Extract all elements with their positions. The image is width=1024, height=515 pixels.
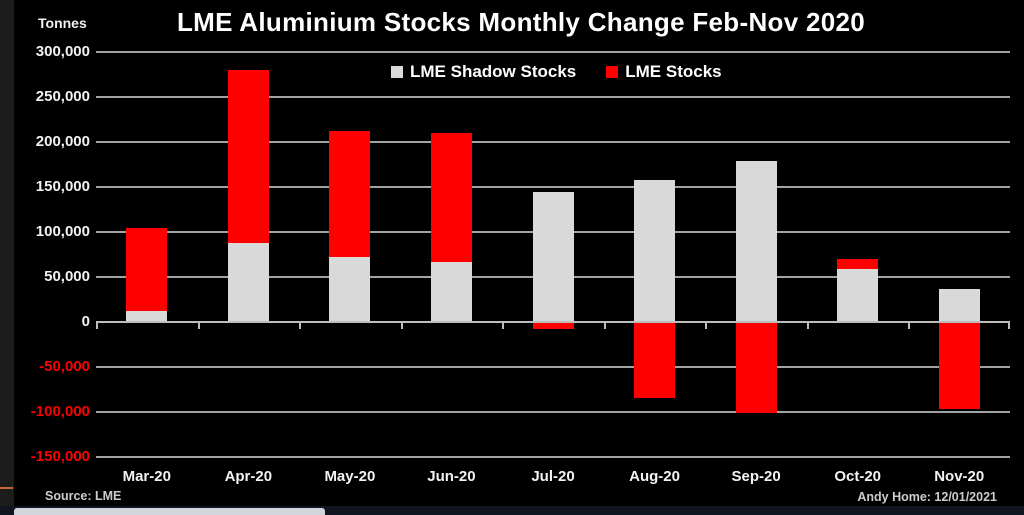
bar-mar-20-shadow-stocks (126, 311, 168, 322)
x-axis-tick (197, 322, 200, 329)
plot-area (96, 51, 1010, 458)
y-axis-title: Tonnes (38, 15, 87, 31)
x-label-nov-20: Nov-20 (934, 468, 985, 485)
x-label-jun-20: Jun-20 (427, 468, 476, 485)
bar-jun-20-lme-stocks (430, 133, 472, 262)
x-axis-tick (96, 322, 98, 329)
bar-may-20-shadow-stocks (329, 257, 371, 322)
gridline (96, 456, 1010, 458)
gridline (96, 366, 1010, 368)
y-tick-label: -100,000 (30, 403, 90, 420)
gridline (96, 51, 1010, 53)
x-label-may-20: May-20 (324, 468, 376, 485)
bar-sep-20-lme-stocks (735, 323, 777, 413)
bar-oct-20-lme-stocks (837, 259, 879, 269)
legend-label-lme-stocks: LME Stocks (625, 62, 722, 81)
y-tick-label: 250,000 (35, 88, 90, 105)
legend-item-lme-stocks: LME Stocks (606, 62, 722, 82)
x-axis-tick (806, 322, 809, 329)
y-tick-label: -50,000 (39, 358, 90, 375)
x-axis-tick (908, 322, 911, 329)
gridline (96, 141, 1010, 143)
x-axis-tick (502, 322, 505, 329)
y-tick-label: 200,000 (35, 133, 90, 150)
source-label: Source: LME (45, 489, 122, 503)
y-tick-label: 0 (81, 313, 90, 330)
bar-jul-20-lme-stocks (532, 323, 574, 330)
bar-jul-20-shadow-stocks (532, 191, 574, 322)
bar-aug-20-shadow-stocks (634, 179, 676, 322)
bar-nov-20-shadow-stocks (938, 288, 980, 322)
bar-apr-20-lme-stocks (227, 70, 269, 243)
bar-sep-20-shadow-stocks (735, 160, 777, 322)
legend-item-shadow-stocks: LME Shadow Stocks (391, 62, 576, 82)
x-label-mar-20: Mar-20 (122, 468, 171, 485)
legend-label-shadow-stocks: LME Shadow Stocks (410, 62, 577, 81)
bar-aug-20-lme-stocks (634, 323, 676, 398)
gridline (96, 96, 1010, 98)
y-tick-label: 150,000 (35, 178, 90, 195)
gutter-accent-bar (0, 487, 13, 489)
left-gutter (0, 0, 14, 515)
gridline (96, 186, 1010, 188)
bar-may-20-lme-stocks (329, 131, 371, 258)
bar-nov-20-lme-stocks (938, 323, 980, 409)
bar-mar-20-lme-stocks (126, 227, 168, 312)
y-tick-label: 100,000 (35, 223, 90, 240)
x-axis-tick (299, 322, 302, 329)
legend-swatch-lme-stocks (606, 66, 619, 78)
y-tick-label: 50,000 (44, 268, 90, 285)
bar-jun-20-shadow-stocks (430, 261, 472, 322)
legend-swatch-shadow-stocks (391, 66, 403, 78)
x-axis-tick (1008, 322, 1010, 329)
x-axis-tick (705, 322, 708, 329)
x-label-aug-20: Aug-20 (629, 468, 680, 485)
credit-label: Andy Home: 12/01/2021 (857, 490, 997, 504)
bottom-bar (0, 506, 1024, 515)
x-label-jul-20: Jul-20 (531, 468, 575, 485)
chart-title: LME Aluminium Stocks Monthly Change Feb-… (176, 7, 866, 37)
chart-legend: LME Shadow Stocks LME Stocks (391, 62, 722, 82)
x-axis-tick (603, 322, 606, 329)
x-axis-tick (400, 322, 403, 329)
bar-oct-20-shadow-stocks (837, 268, 879, 322)
bottom-window-edge[interactable] (14, 508, 325, 515)
bar-apr-20-shadow-stocks (227, 242, 269, 322)
x-label-oct-20: Oct-20 (834, 468, 881, 485)
x-label-apr-20: Apr-20 (224, 468, 273, 485)
y-tick-label: 300,000 (35, 43, 90, 60)
gridline (96, 411, 1010, 413)
zero-axis-line (96, 321, 1010, 323)
x-label-sep-20: Sep-20 (731, 468, 781, 485)
y-tick-label: -150,000 (30, 448, 90, 465)
